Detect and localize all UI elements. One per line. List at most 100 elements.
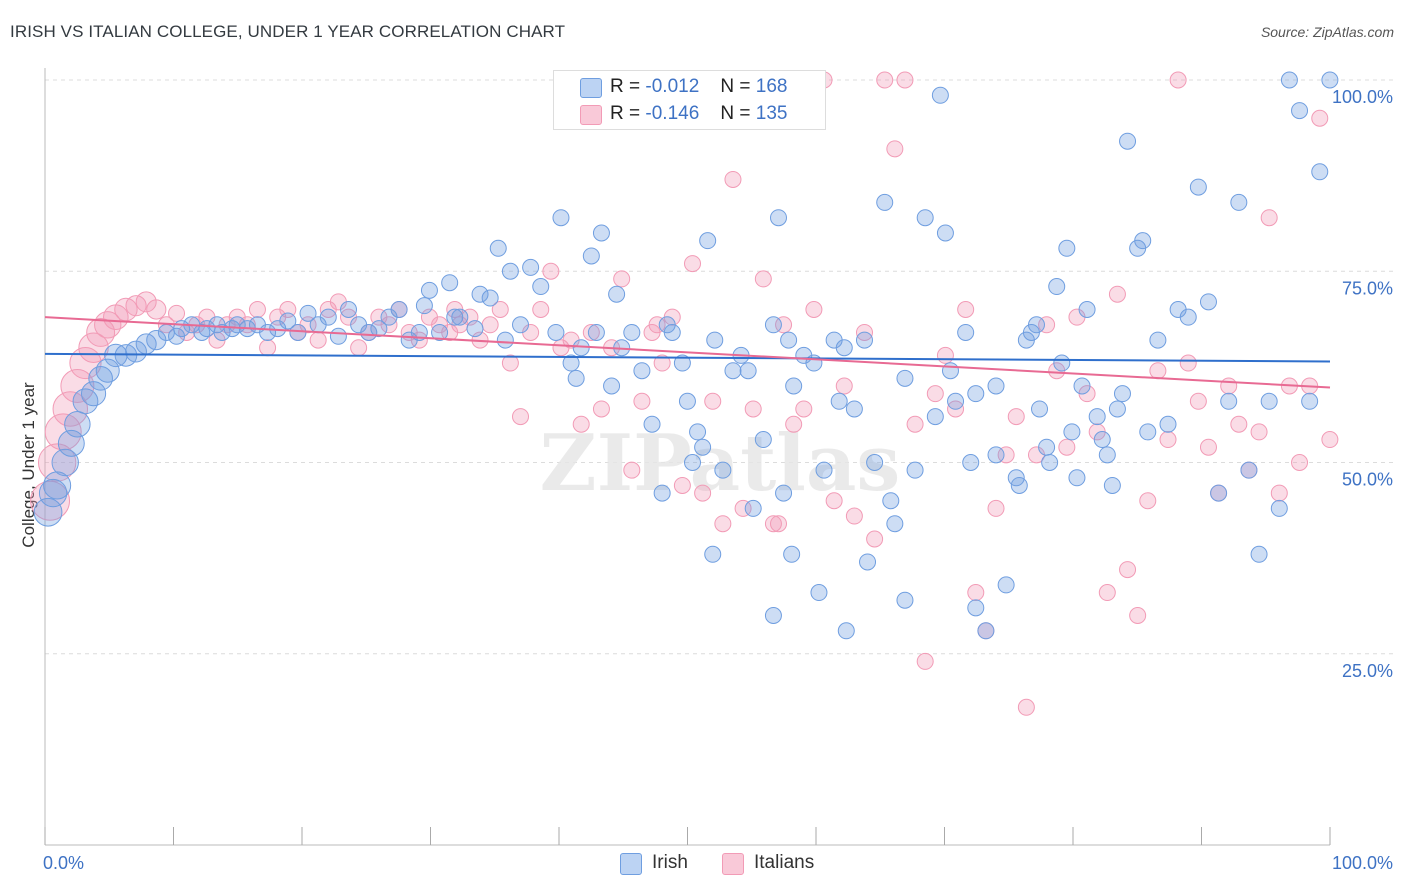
italians-point	[1129, 607, 1147, 624]
irish-point	[967, 385, 985, 403]
irish-point	[1108, 400, 1126, 418]
italians-point	[916, 652, 934, 670]
italians-point	[724, 170, 742, 188]
italians-point	[633, 392, 651, 410]
italians-point	[744, 400, 762, 418]
legend-n-label: N =	[720, 103, 751, 124]
irish-point	[876, 193, 894, 211]
italians-point	[572, 415, 590, 433]
italians-point	[1311, 109, 1329, 127]
irish-point	[329, 327, 347, 345]
irish-point	[896, 591, 914, 609]
irish-point	[916, 209, 934, 227]
irish-point	[689, 423, 707, 441]
irish-point	[837, 622, 855, 640]
italians-legend-swatch	[722, 853, 744, 875]
irish-point	[1134, 232, 1152, 250]
italians-point	[673, 476, 691, 494]
italians-point	[1250, 423, 1268, 441]
italians-point	[1189, 392, 1207, 410]
irish-point	[1048, 278, 1066, 296]
italians-point	[1017, 698, 1035, 716]
irish-point	[390, 301, 408, 318]
italians-point	[1159, 431, 1177, 449]
irish-point	[678, 392, 696, 410]
irish-swatch	[580, 78, 602, 98]
italians-point	[481, 316, 499, 334]
irish-point	[673, 354, 691, 372]
irish-point	[1311, 163, 1329, 181]
irish-point	[684, 454, 701, 471]
x-tick-label: 0.0%	[43, 853, 84, 873]
irish-point	[512, 316, 530, 334]
irish-point	[289, 323, 307, 341]
irish-point	[1179, 308, 1197, 326]
irish-point	[931, 86, 949, 104]
irish-point	[1280, 71, 1298, 89]
irish-point	[987, 446, 1005, 464]
irish-point	[783, 545, 801, 563]
legend-irish-r-value: -0.012	[645, 76, 700, 97]
irish-point	[1321, 71, 1339, 89]
italians-point	[491, 301, 509, 318]
italians-point	[592, 400, 610, 418]
italians-point	[135, 291, 157, 313]
irish-point	[562, 354, 580, 372]
irish-point	[451, 308, 469, 326]
italians-point	[309, 331, 327, 349]
italians-point	[168, 304, 186, 322]
irish-point	[1038, 438, 1056, 456]
italians-point	[866, 530, 884, 548]
irish-point	[1098, 446, 1116, 464]
irish-point	[481, 289, 499, 307]
irish-point	[866, 454, 884, 471]
italians-point	[734, 499, 752, 517]
chart-title: IRISH VS ITALIAN COLLEGE, UNDER 1 YEAR C…	[10, 22, 566, 41]
irish-point	[769, 209, 787, 227]
italians-point	[1139, 492, 1157, 510]
irish-point	[815, 461, 833, 479]
correlation-legend: R = -0.012 N = 168 R = -0.146 N = 135	[553, 70, 826, 130]
irish-point	[1260, 392, 1278, 410]
irish-point	[552, 209, 570, 227]
irish-point	[936, 224, 954, 242]
italians-point	[876, 71, 894, 89]
italians-point	[1119, 561, 1137, 579]
irish-point	[1119, 132, 1137, 150]
irish-point	[896, 369, 914, 387]
irish-point	[1240, 461, 1258, 479]
italians-point	[501, 354, 519, 372]
irish-point	[957, 323, 975, 341]
irish-point	[1058, 239, 1076, 257]
irish-point	[360, 323, 378, 341]
watermark: ZIPatlas	[540, 418, 901, 509]
legend-italians-n-value: 135	[755, 103, 788, 124]
irish-point	[830, 392, 848, 410]
irish-point	[1250, 545, 1268, 563]
italians-point	[623, 461, 641, 479]
irish-point	[72, 388, 99, 415]
irish-point	[501, 262, 519, 280]
irish-point	[532, 278, 550, 296]
italians-point	[1098, 584, 1116, 602]
italians-point	[542, 262, 560, 280]
irish-point	[714, 461, 732, 479]
irish-point	[967, 599, 985, 617]
italians-point	[86, 318, 116, 347]
italians-point	[805, 301, 823, 318]
irish-point	[882, 492, 900, 510]
irish-point	[319, 308, 337, 326]
irish-point	[724, 362, 742, 380]
irish-point	[775, 484, 793, 502]
irish-point	[567, 369, 585, 387]
irish-point	[213, 323, 231, 341]
italians-point	[512, 408, 530, 426]
italians-point	[684, 255, 701, 273]
irish-point	[43, 471, 72, 500]
irish-point	[547, 323, 565, 341]
irish-point	[1159, 415, 1177, 433]
irish-point	[1010, 476, 1028, 494]
italians-point	[997, 446, 1015, 464]
irish-legend-swatch	[620, 853, 642, 875]
